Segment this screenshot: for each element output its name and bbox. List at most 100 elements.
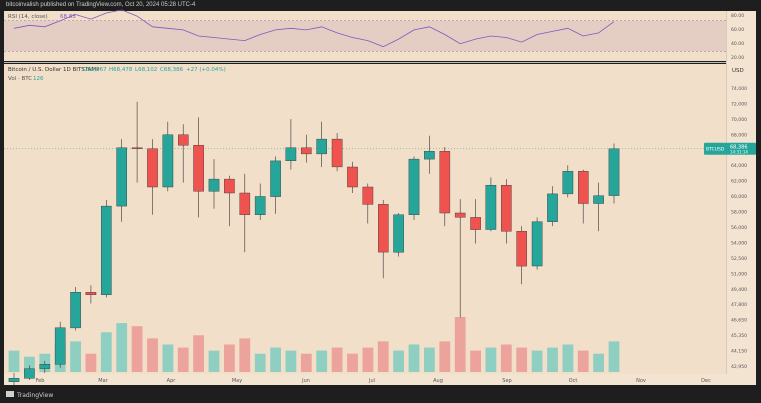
candle-body (393, 214, 404, 253)
rsi-tick-label: 80.00 (731, 13, 744, 19)
price-tick-label: 56,000 (731, 225, 747, 231)
price-tick-label: 72,000 (731, 101, 747, 107)
rsi-series-line (13, 9, 615, 48)
rsi-value: 68.83 (60, 14, 76, 20)
candle-body (100, 205, 112, 296)
candle-body (424, 151, 435, 160)
candle-body (331, 138, 343, 168)
volume-bar (285, 350, 297, 372)
time-tick-label: Apr (167, 378, 177, 384)
candles (8, 101, 620, 386)
volume-bar (131, 326, 143, 372)
candle-body (131, 147, 143, 150)
rsi-tick-label: 60.00 (731, 27, 744, 33)
ohlc-high: H68,478 (109, 67, 133, 73)
price-tick-label: 68,000 (731, 132, 747, 138)
volume-bar (362, 347, 374, 372)
time-tick-label: Feb (36, 378, 45, 384)
brand-name: TradingView (16, 392, 53, 399)
candle-body (177, 134, 189, 146)
candle-body (562, 171, 574, 195)
candle-body (347, 166, 358, 188)
candle-body (578, 171, 589, 204)
candle-body (193, 144, 204, 192)
volume-bar (485, 347, 497, 372)
candle-body (70, 292, 81, 329)
price-tick-label: 51,000 (731, 271, 747, 277)
price-tick-label: 47,800 (731, 302, 747, 308)
main-panel-bg (4, 64, 726, 374)
candle-body (162, 134, 174, 188)
volume-bar (100, 332, 112, 372)
volume-bar (208, 350, 220, 372)
time-axis-labels: Feb Mar Apr May Jun Jul Aug Sep Oct Nov Dec (36, 378, 712, 384)
publish-bar: bitcoinvalish published on TradingView.c… (0, 0, 761, 10)
price-tick-label: 46,650 (731, 318, 747, 324)
volume-bar (270, 347, 281, 372)
currency-label[interactable]: USD (732, 68, 744, 74)
volume-bar (331, 347, 343, 372)
volume-label: Vol · BTC (8, 76, 32, 82)
candle-body (54, 327, 66, 365)
price-tag-value: 68,386 (730, 144, 748, 150)
price-tag-countdown: 14:31:14 (730, 149, 748, 154)
time-tick-label: Sep (502, 378, 511, 384)
volume-bar (593, 353, 604, 372)
candle-body (254, 196, 266, 215)
volume-bar (24, 356, 35, 372)
volume-bar (454, 317, 466, 372)
publish-text: bitcoinvalish published on TradingView.c… (6, 2, 196, 8)
volume-bar (85, 353, 97, 372)
candle-body (470, 217, 481, 230)
ohlc-close: C68,386 (160, 67, 184, 73)
ohlc-change: +27 (+0.04%) (186, 67, 226, 73)
last-price-tag: BTCUSD 68,386 14:31:14 (704, 142, 756, 155)
price-tick-label: 74,000 (731, 86, 747, 92)
price-tag-bg (704, 142, 756, 155)
volume-bar (608, 341, 620, 372)
volume-bar (393, 350, 404, 372)
rsi-tick-labels: 80.00 60.00 40.00 20.00 (731, 13, 744, 61)
volume-bar (562, 344, 574, 372)
time-tick-label: Oct (569, 378, 578, 384)
candle-body (362, 186, 374, 205)
price-tick-label: 52,500 (731, 256, 747, 262)
rsi-label: RSI (14, close) (8, 14, 48, 20)
tradingview-logo-icon (6, 391, 14, 397)
volume-bar (500, 344, 512, 372)
time-tick-label: Jul (368, 378, 375, 384)
volume-bar (547, 347, 558, 372)
price-scale-bg (726, 11, 756, 374)
time-tick-label: Mar (98, 378, 108, 384)
rsi-tick-label: 20.00 (731, 55, 744, 61)
candle-body (24, 368, 35, 379)
candle-body (301, 147, 312, 155)
candle-body (224, 178, 235, 194)
volume-bar (8, 350, 20, 372)
price-tick-label: 49,400 (731, 287, 747, 293)
volume-bar (147, 338, 158, 372)
price-tick-label: 45,350 (731, 333, 747, 339)
candle-body (270, 160, 281, 197)
candle-body (485, 184, 497, 230)
candle-body (593, 195, 604, 204)
volume-bar (193, 335, 204, 372)
volume-bar (162, 344, 174, 372)
candle-body (378, 204, 389, 253)
price-tag-symbol: BTCUSD (706, 146, 725, 152)
volume-bar (516, 347, 528, 372)
candle-body (531, 221, 543, 267)
volume-bar (470, 350, 481, 372)
volume-bars (8, 317, 620, 372)
price-tick-label: 64,000 (731, 163, 747, 169)
volume-bar (531, 350, 543, 372)
candle-body (85, 292, 97, 296)
time-axis-bg (4, 374, 756, 385)
price-tick-label: 60,000 (731, 194, 747, 200)
volume-bar (377, 341, 389, 372)
candle-body (239, 192, 251, 215)
time-tick-label: Dec (701, 378, 711, 384)
candle-body (147, 148, 158, 188)
